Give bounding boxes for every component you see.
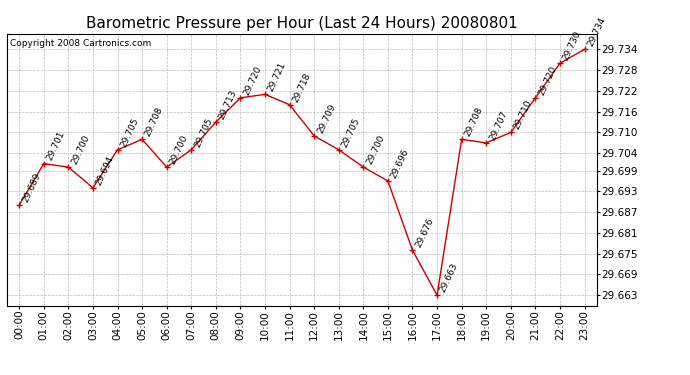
Text: 29.663: 29.663: [438, 261, 460, 294]
Text: 29.700: 29.700: [365, 134, 386, 166]
Text: 29.720: 29.720: [241, 64, 263, 96]
Text: 29.710: 29.710: [512, 99, 533, 131]
Text: 29.700: 29.700: [168, 134, 190, 166]
Text: 29.705: 29.705: [193, 116, 214, 148]
Title: Barometric Pressure per Hour (Last 24 Hours) 20080801: Barometric Pressure per Hour (Last 24 Ho…: [86, 16, 518, 31]
Text: Copyright 2008 Cartronics.com: Copyright 2008 Cartronics.com: [10, 39, 151, 48]
Text: 29.721: 29.721: [266, 61, 288, 93]
Text: 29.689: 29.689: [21, 171, 42, 204]
Text: 29.694: 29.694: [95, 154, 116, 186]
Text: 29.676: 29.676: [414, 216, 435, 249]
Text: 29.705: 29.705: [119, 116, 140, 148]
Text: 29.705: 29.705: [340, 116, 362, 148]
Text: 29.713: 29.713: [217, 88, 239, 121]
Text: 29.708: 29.708: [463, 106, 484, 138]
Text: 29.707: 29.707: [488, 109, 509, 141]
Text: 29.708: 29.708: [144, 106, 165, 138]
Text: 29.718: 29.718: [291, 71, 313, 104]
Text: 29.730: 29.730: [562, 30, 583, 62]
Text: 29.734: 29.734: [586, 16, 607, 48]
Text: 29.709: 29.709: [315, 102, 337, 135]
Text: 29.720: 29.720: [537, 64, 558, 96]
Text: 29.700: 29.700: [70, 134, 91, 166]
Text: 29.696: 29.696: [389, 147, 411, 180]
Text: 29.701: 29.701: [45, 130, 67, 162]
